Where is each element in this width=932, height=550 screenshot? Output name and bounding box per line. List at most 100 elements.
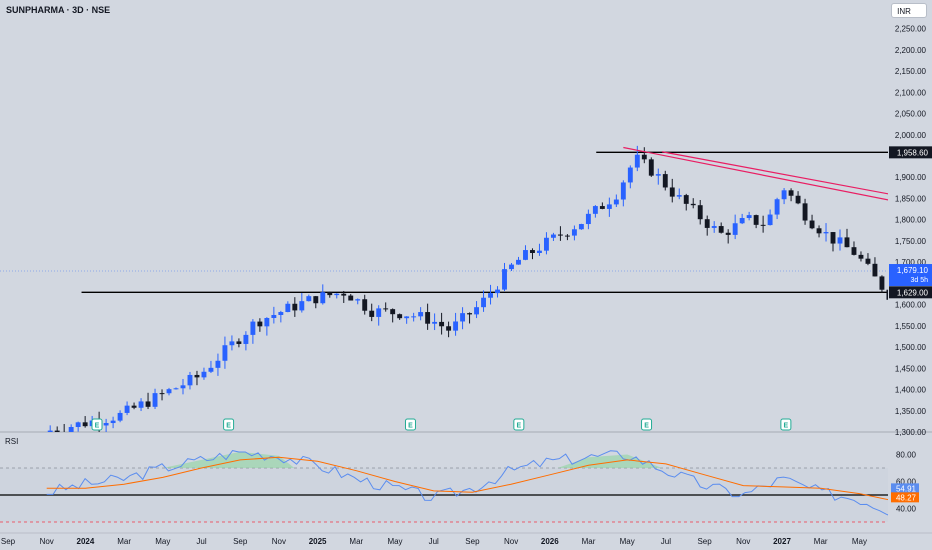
earnings-marker[interactable]: E xyxy=(780,418,792,431)
candle xyxy=(578,224,584,230)
x-tick-label: Jul xyxy=(661,537,671,546)
candle xyxy=(173,388,179,390)
candle xyxy=(655,174,661,176)
x-tick-label: 2027 xyxy=(773,537,791,546)
candle xyxy=(229,341,235,346)
last-price-label: 1,679.10 xyxy=(897,266,929,275)
x-tick-label: Sep xyxy=(465,537,480,546)
candle xyxy=(634,154,640,168)
candle xyxy=(383,308,389,310)
candle xyxy=(648,159,654,176)
y-tick-label: 2,050.00 xyxy=(895,110,927,119)
candle xyxy=(760,224,766,226)
candle xyxy=(690,203,696,206)
x-tick-label: Mar xyxy=(117,537,131,546)
earnings-marker[interactable]: E xyxy=(91,418,103,431)
x-tick-label: Nov xyxy=(40,537,54,546)
y-tick-label: 1,700.00 xyxy=(895,258,927,267)
candle xyxy=(530,250,535,254)
candle xyxy=(802,203,808,221)
candle xyxy=(571,229,577,236)
rsi-ma-line xyxy=(46,456,888,501)
candle xyxy=(481,297,486,308)
candle xyxy=(327,292,333,296)
level-price-label: 1,629.00 xyxy=(897,288,929,297)
candle xyxy=(110,420,116,424)
candle xyxy=(124,405,130,413)
candle xyxy=(54,430,60,432)
x-tick-label: Mar xyxy=(349,537,363,546)
candle xyxy=(250,321,256,335)
candle xyxy=(543,237,549,251)
candle xyxy=(718,226,724,233)
y-tick-label: 1,600.00 xyxy=(895,301,927,310)
candle xyxy=(537,250,542,254)
x-tick-label: 2024 xyxy=(77,537,95,546)
candle xyxy=(809,220,815,229)
candle xyxy=(243,334,249,344)
countdown-label: 3d 5h xyxy=(910,277,928,284)
candle xyxy=(550,234,556,238)
candle xyxy=(886,289,888,300)
last-price-tag xyxy=(889,264,932,287)
candle xyxy=(516,259,521,265)
y-tick-label: 1,450.00 xyxy=(895,364,927,373)
candle xyxy=(697,205,703,220)
candle xyxy=(369,310,375,317)
candle xyxy=(159,393,165,395)
rsi-ma-value-tag xyxy=(891,492,919,503)
candle xyxy=(879,276,885,290)
y-tick-label: 2,250.00 xyxy=(895,25,927,34)
earnings-marker[interactable]: E xyxy=(641,418,653,431)
candle xyxy=(495,289,500,294)
candle xyxy=(662,174,668,188)
candle xyxy=(774,199,780,215)
candle xyxy=(872,263,878,277)
candle xyxy=(725,232,731,235)
candle xyxy=(306,296,312,302)
candle xyxy=(592,206,598,214)
candle xyxy=(390,309,396,315)
y-tick-label: 1,350.00 xyxy=(895,407,927,416)
candle xyxy=(215,360,221,368)
candle xyxy=(732,223,738,235)
candle xyxy=(187,374,193,386)
candle xyxy=(739,218,745,224)
currency-button[interactable]: INR xyxy=(891,3,927,18)
earnings-marker-label: E xyxy=(408,423,413,430)
earnings-marker-box xyxy=(780,418,792,431)
candle xyxy=(271,314,277,319)
earnings-marker[interactable]: E xyxy=(513,418,525,431)
candle xyxy=(767,214,773,226)
x-tick-label: Mar xyxy=(582,537,596,546)
earnings-marker[interactable]: E xyxy=(223,418,235,431)
candle xyxy=(816,228,822,234)
earnings-marker-label: E xyxy=(95,423,100,430)
candle xyxy=(460,313,466,322)
candle xyxy=(362,299,368,311)
candle xyxy=(257,321,263,327)
candle xyxy=(453,321,459,331)
candle xyxy=(865,258,871,264)
candle xyxy=(557,234,563,236)
candle xyxy=(823,232,829,234)
candle xyxy=(606,204,612,209)
candle xyxy=(683,195,689,204)
rsi-ma-value-label: 48.27 xyxy=(896,493,917,502)
earnings-marker[interactable]: E xyxy=(404,418,416,431)
candle xyxy=(858,254,864,259)
candle xyxy=(313,296,319,304)
candle xyxy=(152,393,158,407)
level-price-tag xyxy=(889,286,932,299)
candle xyxy=(432,321,438,324)
candle xyxy=(376,308,382,317)
earnings-marker-label: E xyxy=(644,423,649,430)
candle xyxy=(194,374,200,378)
candle xyxy=(299,301,305,311)
x-tick-label: May xyxy=(852,537,867,546)
candle xyxy=(75,422,81,428)
candle xyxy=(341,293,347,296)
earnings-marker-box xyxy=(513,418,525,431)
candle xyxy=(425,312,431,324)
